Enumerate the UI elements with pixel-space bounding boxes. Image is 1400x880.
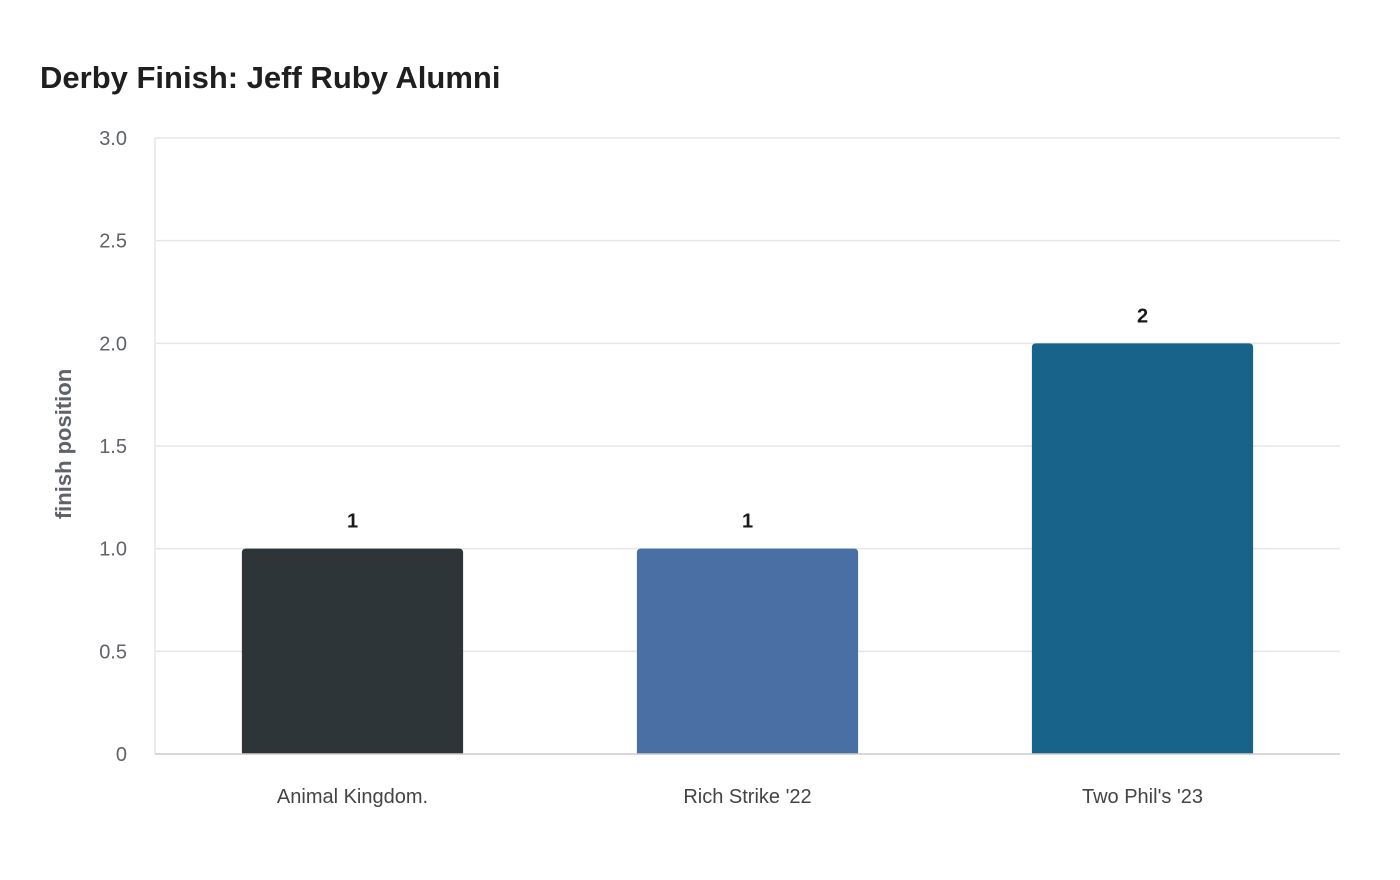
y-tick-label: 1.0: [99, 539, 127, 561]
x-category-label: Animal Kingdom.: [277, 786, 428, 808]
y-tick-label: 0: [116, 744, 127, 766]
axes: [154, 138, 1340, 755]
y-tick-label: 2.5: [99, 231, 127, 253]
x-category-label: Rich Strike '22: [683, 786, 811, 808]
chart-title: Derby Finish: Jeff Ruby Alumni: [40, 60, 501, 95]
y-tick-label: 2.0: [99, 333, 127, 355]
bar-value-label: 2: [1137, 305, 1148, 327]
bar-value-label: 1: [742, 511, 753, 533]
y-tick-label: 0.5: [99, 641, 127, 663]
y-tick-label: 3.0: [99, 128, 127, 150]
y-tick-label: 1.5: [99, 436, 127, 458]
y-axis-title: finish position: [51, 369, 76, 519]
bars: [241, 343, 1254, 754]
bar-value-label: 1: [347, 511, 358, 533]
bar: [636, 548, 859, 754]
bar: [241, 548, 464, 754]
labels: 0 0.5 1.0 1.5 2.0 2.5 3.0 1 Animal Kingdom. 1 Rich…: [51, 128, 1203, 808]
x-category-label: Two Phil's '23: [1082, 786, 1203, 808]
bar: [1031, 343, 1254, 754]
